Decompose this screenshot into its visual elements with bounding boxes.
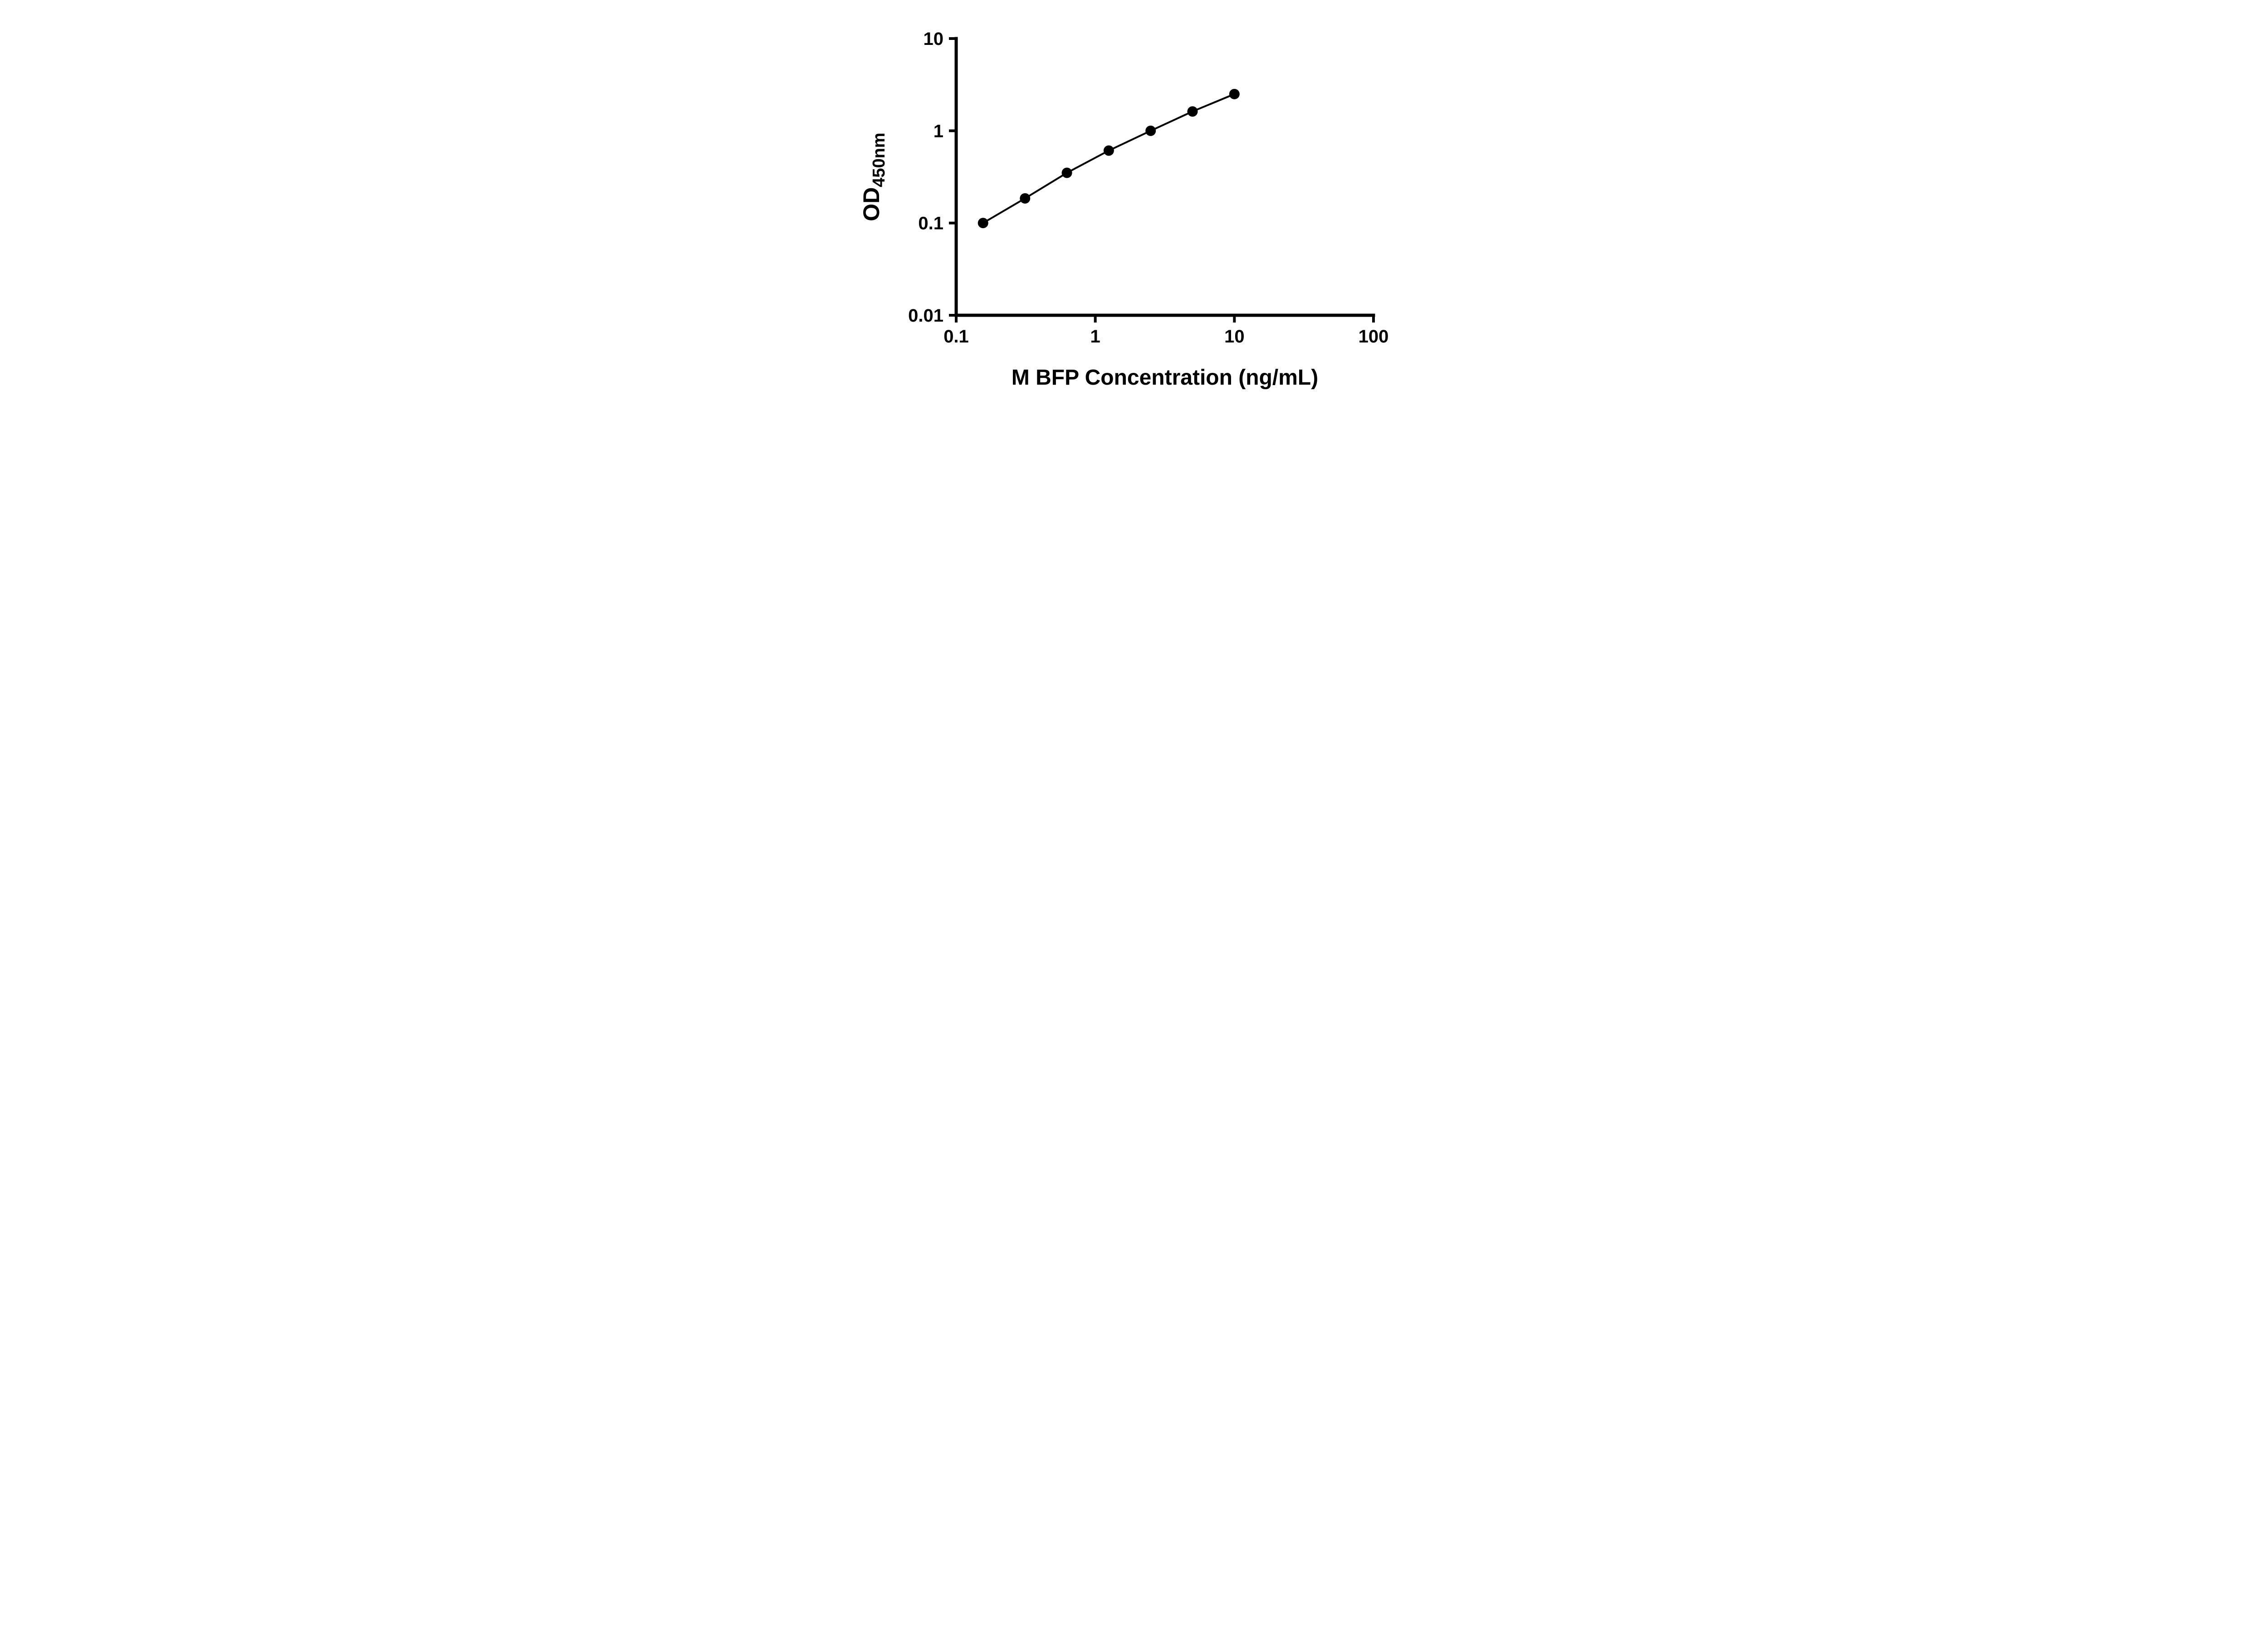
data-point xyxy=(978,218,988,229)
data-point xyxy=(1145,125,1156,136)
y-tick-label: 0.01 xyxy=(908,306,943,326)
data-point xyxy=(1187,106,1198,117)
data-point xyxy=(1229,88,1240,99)
x-tick-label: 1 xyxy=(1090,327,1100,347)
data-point xyxy=(1019,193,1030,204)
x-tick-label: 100 xyxy=(1358,327,1388,347)
y-tick-label: 10 xyxy=(923,29,943,49)
data-point xyxy=(1061,167,1072,178)
y-tick-label: 1 xyxy=(933,121,943,141)
y-tick-label: 0.1 xyxy=(918,214,943,234)
data-point xyxy=(1103,145,1114,156)
y-axis-title: OD450nm xyxy=(859,132,889,221)
y-axis-title-main: OD xyxy=(859,187,884,221)
x-tick-label: 10 xyxy=(1224,327,1245,347)
x-axis-title: M BFP Concentration (ng/mL) xyxy=(1011,366,1318,390)
x-tick-label: 0.1 xyxy=(943,327,969,347)
chart-page: 0.1 1 10 100 0.01 0.1 1 10 M BFP Concentration … xyxy=(842,0,1426,408)
y-axis-title-subscript: 450nm xyxy=(870,132,889,187)
